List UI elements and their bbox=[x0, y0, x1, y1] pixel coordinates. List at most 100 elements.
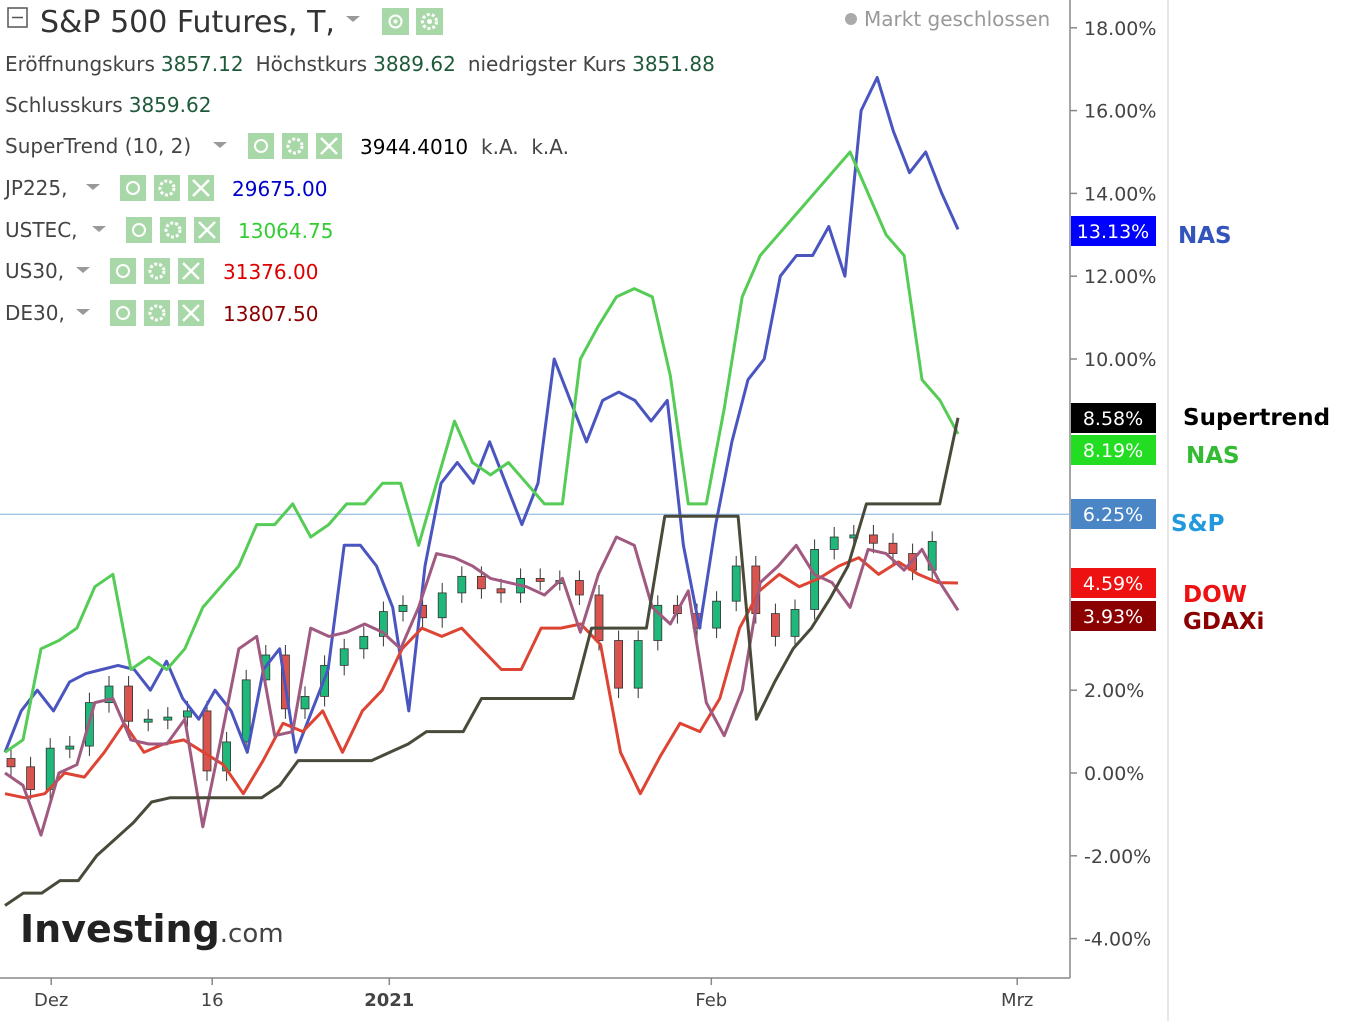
title-eye-icon[interactable] bbox=[382, 8, 409, 35]
gear-icon[interactable] bbox=[282, 133, 308, 159]
ohlc-open-value: 3857.12 bbox=[161, 52, 244, 76]
candle-body bbox=[731, 565, 741, 602]
candle-body bbox=[437, 592, 447, 619]
y-tick-label: -4.00% bbox=[1084, 929, 1151, 951]
ohlc-high-value: 3889.62 bbox=[373, 52, 456, 76]
close-icon[interactable] bbox=[178, 258, 204, 284]
legend-ustec: USTEC, 13064.75 bbox=[5, 217, 333, 243]
eye-icon[interactable] bbox=[120, 175, 146, 201]
value-badge bbox=[1071, 216, 1156, 246]
candle-body bbox=[163, 716, 173, 721]
ohlc-low-label: niedrigster Kurs bbox=[468, 52, 626, 76]
candle-body bbox=[712, 600, 721, 629]
legend-label: US30, bbox=[5, 259, 64, 283]
candle-body bbox=[790, 609, 800, 637]
legend-extra: k.A. k.A. bbox=[481, 135, 569, 159]
legend-jp225: JP225, 29675.00 bbox=[3, 175, 327, 201]
annotation-label: NAS bbox=[1178, 223, 1232, 249]
candle-body bbox=[26, 766, 36, 790]
annotation-label: GDAXi bbox=[1183, 609, 1264, 635]
annotation-label: S&P bbox=[1171, 511, 1224, 537]
value-badge-text: 6.25% bbox=[1083, 504, 1143, 526]
eye-icon[interactable] bbox=[248, 133, 274, 159]
y-tick-label: 18.00% bbox=[1084, 18, 1156, 40]
annotation-label: NAS bbox=[1186, 443, 1240, 469]
candle-body bbox=[614, 640, 623, 689]
x-axis-ticks: Dez 16 2021 Feb Mrz bbox=[34, 978, 1033, 1011]
value-badge bbox=[1071, 403, 1156, 433]
chart-title: S&P 500 Futures, T, bbox=[40, 5, 335, 40]
series-lines bbox=[3, 76, 960, 907]
value-badge-text: 8.58% bbox=[1083, 408, 1143, 430]
eye-icon[interactable] bbox=[126, 217, 152, 243]
value-badge bbox=[1071, 601, 1156, 631]
candle-body bbox=[869, 534, 878, 544]
candle-body bbox=[535, 578, 545, 582]
candle-body bbox=[202, 710, 212, 772]
ohlc-row-2: Schlusskurs 3859.62 bbox=[5, 93, 211, 117]
legend-supertrend: SuperTrend (10, 2) 3944.4010 k.A. k.A. bbox=[5, 133, 569, 159]
candle-body bbox=[829, 536, 839, 550]
chevron-down-icon[interactable] bbox=[76, 267, 90, 273]
candle-body bbox=[241, 679, 251, 743]
gear-icon[interactable] bbox=[160, 217, 186, 243]
chevron-down-icon[interactable] bbox=[92, 226, 106, 232]
collapse-toggle-icon[interactable] bbox=[7, 7, 28, 28]
ohlc-high-label: Höchstkurs bbox=[256, 52, 368, 76]
gear-icon[interactable] bbox=[144, 300, 170, 326]
y-tick-label: 12.00% bbox=[1084, 266, 1156, 288]
title-gear-icon[interactable] bbox=[416, 8, 443, 35]
ohlc-low-value: 3851.88 bbox=[632, 52, 715, 76]
series-line-ustec bbox=[4, 150, 960, 754]
legend-label: DE30, bbox=[5, 301, 65, 325]
gear-icon[interactable] bbox=[154, 175, 180, 201]
candle-body bbox=[594, 594, 604, 641]
y-tick-label: 16.00% bbox=[1084, 101, 1156, 123]
gear-icon[interactable] bbox=[144, 258, 170, 284]
value-badge-text: 8.19% bbox=[1083, 440, 1143, 462]
y-tick-label: 14.00% bbox=[1084, 183, 1156, 205]
y-tick-label: -2.00% bbox=[1084, 846, 1151, 868]
legend-de30: DE30, 13807.50 bbox=[5, 300, 318, 326]
x-tick-label: 16 bbox=[201, 990, 224, 1011]
annotation-label: DOW bbox=[1183, 582, 1247, 608]
chevron-down-icon[interactable] bbox=[213, 142, 227, 148]
candle-body bbox=[6, 758, 16, 768]
y-tick-label: 10.00% bbox=[1084, 349, 1156, 371]
ohlc-row-1: Eröffnungskurs 3857.12 Höchstkurs 3889.62 ni… bbox=[5, 52, 715, 76]
candle-body bbox=[888, 542, 898, 554]
legend-value: 29675.00 bbox=[232, 177, 327, 201]
close-icon[interactable] bbox=[188, 175, 214, 201]
candle-body bbox=[124, 685, 133, 722]
chevron-down-icon[interactable] bbox=[86, 184, 100, 190]
chevron-down-icon[interactable] bbox=[76, 309, 90, 315]
y-axis-ticks: 18.00% 16.00% 14.00% 12.00% 10.00% 2.00% 0.00%… bbox=[1070, 18, 1156, 951]
candle-body bbox=[104, 685, 114, 704]
candle-body bbox=[457, 575, 467, 594]
series-line-jp225 bbox=[3, 76, 960, 754]
legend-label: SuperTrend (10, 2) bbox=[5, 134, 191, 158]
legend-us30: US30, 31376.00 bbox=[5, 258, 318, 284]
chevron-down-icon[interactable] bbox=[346, 16, 360, 22]
ohlc-close-label: Schlusskurs bbox=[5, 93, 123, 117]
value-badge-text: 13.13% bbox=[1077, 221, 1149, 243]
legend-value: 3944.4010 bbox=[360, 135, 468, 159]
x-tick-label: Dez bbox=[34, 990, 68, 1011]
market-status-dot bbox=[845, 13, 857, 25]
market-status: Markt geschlossen bbox=[864, 7, 1050, 31]
legend-label: JP225, bbox=[3, 176, 68, 200]
eye-icon[interactable] bbox=[110, 300, 136, 326]
logo-suffix: .com bbox=[220, 919, 284, 949]
close-icon[interactable] bbox=[194, 217, 220, 243]
candle-body bbox=[378, 611, 388, 637]
y-tick-label: 2.00% bbox=[1084, 680, 1144, 702]
close-icon[interactable] bbox=[178, 300, 204, 326]
x-tick-label: Mrz bbox=[1001, 990, 1033, 1011]
candle-body bbox=[653, 604, 663, 641]
candle-body bbox=[771, 613, 780, 637]
close-icon[interactable] bbox=[316, 133, 342, 159]
eye-icon[interactable] bbox=[110, 258, 136, 284]
candle-body bbox=[476, 575, 486, 590]
